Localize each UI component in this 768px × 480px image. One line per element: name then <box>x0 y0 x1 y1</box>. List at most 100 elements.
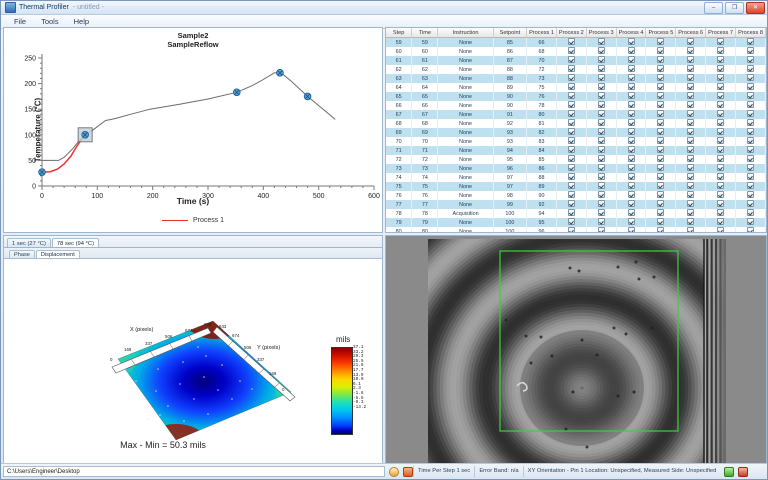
process-checkbox-cell[interactable] <box>675 146 707 155</box>
checkmark-icon[interactable] <box>717 164 725 171</box>
checkmark-icon[interactable] <box>747 110 754 117</box>
process-checkbox-cell[interactable] <box>645 155 677 164</box>
table-row[interactable]: 73 73 None 96 86 <box>386 164 766 173</box>
process-checkbox-cell[interactable] <box>705 218 736 227</box>
checkmark-icon[interactable] <box>597 74 605 81</box>
process-checkbox-cell[interactable] <box>645 182 677 191</box>
process-checkbox-cell[interactable] <box>556 227 587 232</box>
checkmark-icon[interactable] <box>717 146 725 153</box>
checkmark-icon[interactable] <box>657 209 665 216</box>
process-checkbox-cell[interactable] <box>675 47 707 56</box>
process-checkbox-cell[interactable] <box>556 137 587 146</box>
checkmark-icon[interactable] <box>627 65 635 72</box>
checkmark-icon[interactable] <box>567 92 575 99</box>
checkmark-icon[interactable] <box>687 146 695 153</box>
process-checkbox-cell[interactable] <box>556 200 587 209</box>
checkmark-icon[interactable] <box>687 119 695 126</box>
process-checkbox-cell[interactable] <box>675 173 707 182</box>
checkmark-icon[interactable] <box>567 218 575 225</box>
process-checkbox-cell[interactable] <box>675 191 707 200</box>
process-checkbox-cell[interactable] <box>705 164 736 173</box>
checkmark-icon[interactable] <box>627 101 635 108</box>
checkmark-icon[interactable] <box>657 101 665 108</box>
process-checkbox-cell[interactable] <box>556 155 587 164</box>
checkmark-icon[interactable] <box>747 155 754 162</box>
process-checkbox-cell[interactable] <box>586 83 617 92</box>
checkmark-icon[interactable] <box>567 137 575 144</box>
checkmark-icon[interactable] <box>597 128 605 135</box>
process-checkbox-cell[interactable] <box>616 200 647 209</box>
table-row[interactable]: 68 68 None 92 81 <box>386 119 766 128</box>
process-checkbox-cell[interactable] <box>735 173 766 182</box>
checkmark-icon[interactable] <box>747 164 754 171</box>
process-checkbox-cell[interactable] <box>675 155 707 164</box>
checkmark-icon[interactable] <box>657 47 665 54</box>
process-checkbox-cell[interactable] <box>675 227 707 232</box>
process-checkbox-cell[interactable] <box>616 182 647 191</box>
checkmark-icon[interactable] <box>717 74 725 81</box>
process-checkbox-cell[interactable] <box>616 56 647 65</box>
checkmark-icon[interactable] <box>717 65 725 72</box>
checkmark-icon[interactable] <box>657 227 665 232</box>
acquisition-tab-0[interactable]: 1 sec (27 °C) <box>7 238 51 247</box>
process-checkbox-cell[interactable] <box>645 200 677 209</box>
checkmark-icon[interactable] <box>747 146 754 153</box>
checkmark-icon[interactable] <box>717 101 725 108</box>
checkmark-icon[interactable] <box>687 173 695 180</box>
table-row[interactable]: 78 78 Acquisition 100 94 <box>386 209 766 218</box>
checkmark-icon[interactable] <box>627 74 635 81</box>
process-checkbox-cell[interactable] <box>586 200 617 209</box>
process-checkbox-cell[interactable] <box>586 101 617 110</box>
process-checkbox-cell[interactable] <box>586 74 617 83</box>
stop-icon[interactable] <box>403 466 413 477</box>
checkmark-icon[interactable] <box>747 56 754 63</box>
checkmark-icon[interactable] <box>567 173 575 180</box>
process-checkbox-cell[interactable] <box>645 37 677 47</box>
checkmark-icon[interactable] <box>627 182 635 189</box>
process-checkbox-cell[interactable] <box>645 218 677 227</box>
process-checkbox-cell[interactable] <box>675 92 707 101</box>
process-checkbox-cell[interactable] <box>616 209 647 218</box>
checkmark-icon[interactable] <box>627 173 635 180</box>
process-checkbox-cell[interactable] <box>735 218 766 227</box>
checkmark-icon[interactable] <box>567 191 575 198</box>
checkmark-icon[interactable] <box>717 56 725 63</box>
process-checkbox-cell[interactable] <box>616 173 647 182</box>
checkmark-icon[interactable] <box>627 137 635 144</box>
checkmark-icon[interactable] <box>657 83 665 90</box>
checkmark-icon[interactable] <box>687 191 695 198</box>
checkmark-icon[interactable] <box>747 128 754 135</box>
checkmark-icon[interactable] <box>717 83 725 90</box>
checkmark-icon[interactable] <box>747 200 754 207</box>
process-checkbox-cell[interactable] <box>705 47 736 56</box>
checkmark-icon[interactable] <box>687 65 695 72</box>
table-row[interactable]: 74 74 None 97 88 <box>386 173 766 182</box>
checkmark-icon[interactable] <box>627 218 635 225</box>
checkmark-icon[interactable] <box>717 128 725 135</box>
process-checkbox-cell[interactable] <box>705 155 736 164</box>
menu-item-tools[interactable]: Tools <box>41 17 59 26</box>
table-row[interactable]: 70 70 None 93 83 <box>386 137 766 146</box>
checkmark-icon[interactable] <box>657 74 665 81</box>
checkmark-icon[interactable] <box>687 164 695 171</box>
checkmark-icon[interactable] <box>627 146 635 153</box>
menu-item-file[interactable]: File <box>14 17 27 26</box>
process-checkbox-cell[interactable] <box>705 110 736 119</box>
table-row[interactable]: 60 60 None 86 68 <box>386 47 766 56</box>
process-checkbox-cell[interactable] <box>616 227 647 232</box>
process-checkbox-cell[interactable] <box>705 200 736 209</box>
checkmark-icon[interactable] <box>567 182 575 189</box>
process-checkbox-cell[interactable] <box>705 65 736 74</box>
process-checkbox-cell[interactable] <box>556 92 587 101</box>
checkmark-icon[interactable] <box>717 119 725 126</box>
process-checkbox-cell[interactable] <box>645 47 677 56</box>
menu-item-help[interactable]: Help <box>73 17 90 26</box>
table-header-process-1[interactable]: Process 1 <box>526 28 557 38</box>
process-checkbox-cell[interactable] <box>556 209 587 218</box>
checkmark-icon[interactable] <box>687 110 695 117</box>
checkmark-icon[interactable] <box>657 110 665 117</box>
process-checkbox-cell[interactable] <box>645 137 677 146</box>
process-checkbox-cell[interactable] <box>705 191 736 200</box>
process-checkbox-cell[interactable] <box>675 218 707 227</box>
checkmark-icon[interactable] <box>717 38 725 45</box>
